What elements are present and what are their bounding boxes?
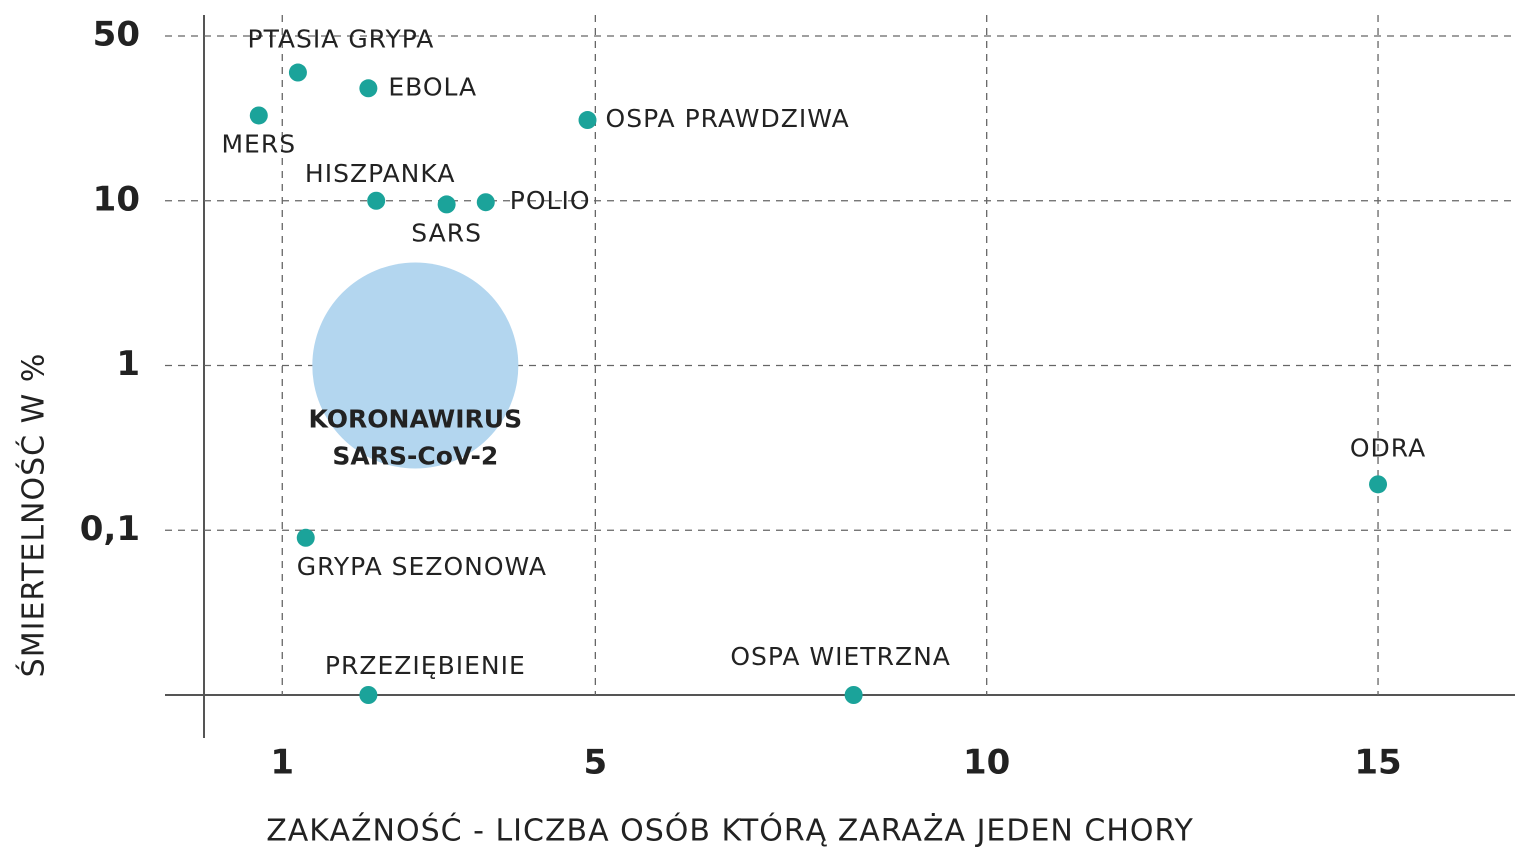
point-label: HISZPANKA	[305, 159, 456, 188]
point-label: OSPA PRAWDZIWA	[606, 104, 850, 133]
point-label: PTASIA GRYPA	[248, 25, 435, 54]
y-tick-label: 1	[116, 344, 140, 384]
point	[359, 686, 378, 704]
point	[476, 193, 495, 212]
y-tick-label: 0,1	[80, 509, 140, 549]
x-tick-label: 1	[270, 743, 294, 783]
point-label: ODRA	[1350, 433, 1426, 462]
point-label: EBOLA	[388, 72, 477, 101]
point-label: POLIO	[510, 186, 591, 215]
y-tick-label: 50	[93, 15, 140, 55]
y-tick-label: 10	[93, 179, 140, 219]
point-label: MERS	[221, 129, 296, 158]
point	[296, 528, 315, 547]
point-label: PRZEZIĘBIENIE	[325, 651, 526, 680]
x-tick-label: 15	[1354, 743, 1401, 783]
point-label: OSPA WIETRZNA	[730, 642, 951, 671]
x-tick-label: 10	[963, 743, 1010, 783]
highlight-label: KORONAWIRUS	[309, 405, 523, 434]
point	[437, 195, 456, 214]
highlight-bubble	[312, 262, 519, 469]
point	[844, 686, 863, 704]
point	[578, 111, 597, 130]
point	[359, 79, 378, 98]
point-label: SARS	[411, 218, 482, 247]
x-tick-label: 5	[584, 743, 608, 783]
point	[249, 106, 268, 125]
point	[288, 63, 307, 82]
point	[367, 191, 386, 210]
point-label: GRYPA SEZONOWA	[297, 552, 547, 581]
point	[1369, 475, 1388, 494]
x-axis-title: ZAKAŹNOŚĆ - LICZBA OSÓB KTÓRĄ ZARAŻA JED…	[266, 812, 1194, 848]
y-axis-title: ŚMIERTELNOŚĆ W %	[15, 353, 52, 678]
highlight-label: SARS-CoV-2	[332, 442, 498, 471]
